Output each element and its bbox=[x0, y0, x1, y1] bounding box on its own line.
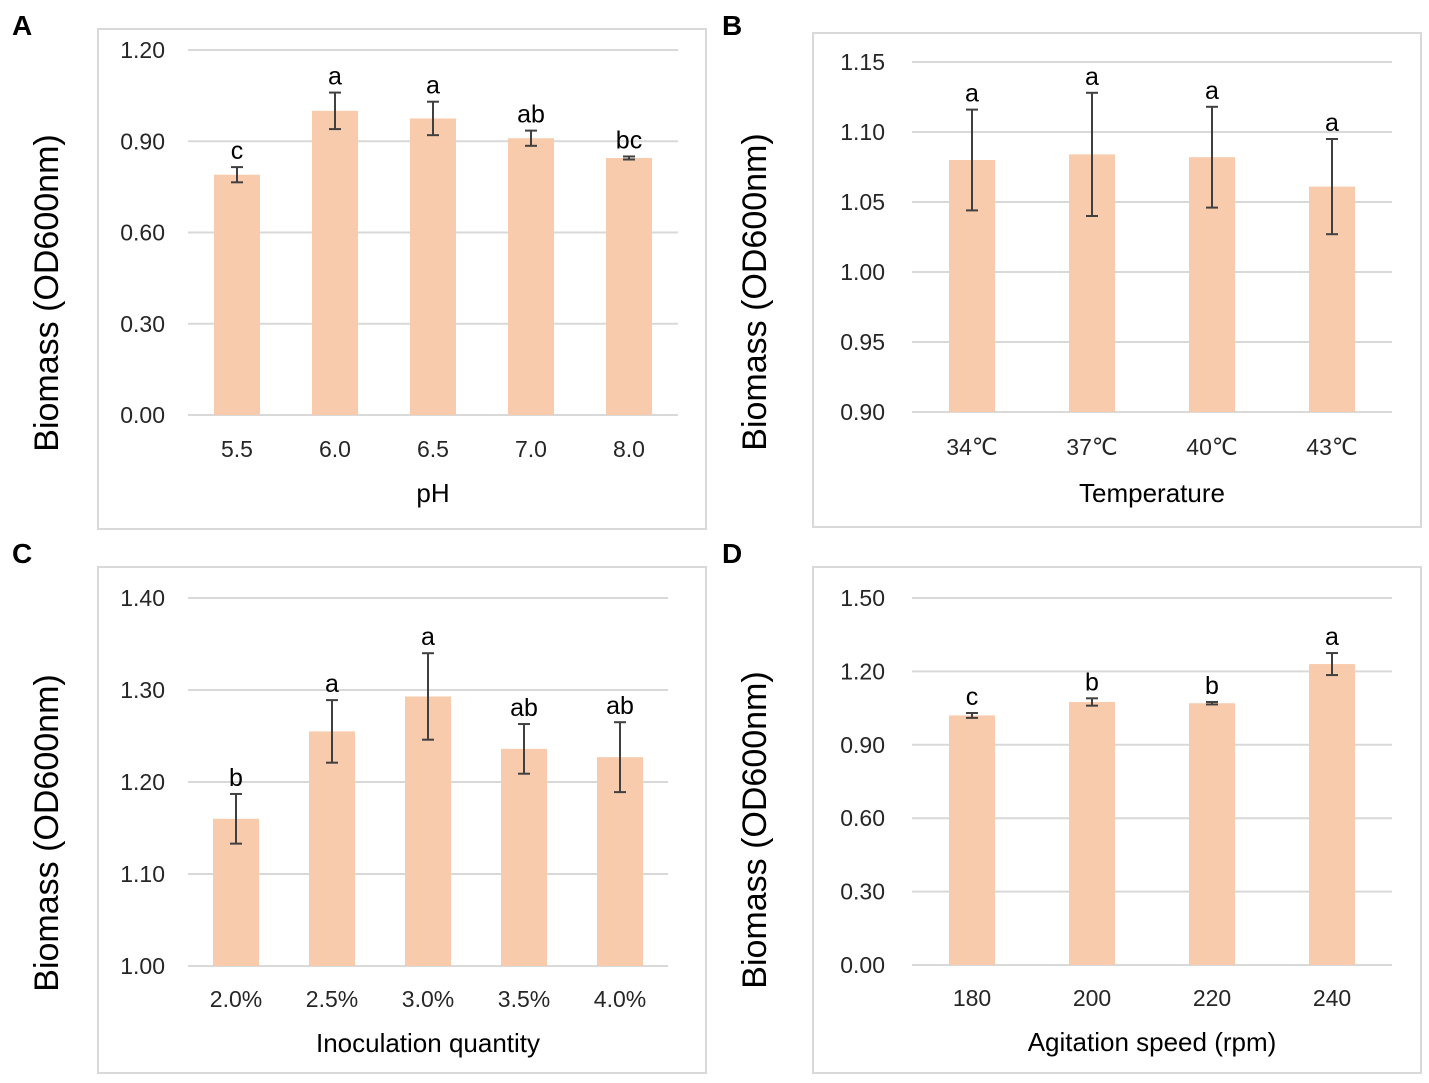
panel-frame-a bbox=[97, 28, 707, 530]
panel-c-xtick-label: 3.0% bbox=[402, 986, 454, 1012]
panel-b-ytick-label: 0.95 bbox=[840, 329, 885, 355]
panel-c-xtick-label: 2.5% bbox=[306, 986, 358, 1012]
panel-c-ytick-label: 1.40 bbox=[120, 585, 165, 611]
panel-d-xtick-label: 200 bbox=[1073, 985, 1111, 1011]
panel-c-bar bbox=[405, 696, 451, 966]
panel-c-xtick-label: 2.0% bbox=[210, 986, 262, 1012]
panel-a-ytick-label: 0.60 bbox=[120, 220, 165, 246]
panel-c-bar bbox=[309, 731, 355, 966]
panel-a-xtick-label: 7.0 bbox=[515, 436, 547, 462]
panel-c-significance-label: ab bbox=[510, 694, 538, 722]
panel-a-significance-label: ab bbox=[517, 101, 545, 129]
panel-b-x-axis-title: Temperature bbox=[1079, 478, 1225, 508]
panel-d-x-axis-title: Agitation speed (rpm) bbox=[1028, 1027, 1277, 1057]
panel-c-xtick-label: 3.5% bbox=[498, 986, 550, 1012]
panel-letter-d: D bbox=[722, 538, 743, 569]
panel-d-bar bbox=[1189, 703, 1235, 965]
panel-c-significance-label: a bbox=[325, 670, 339, 698]
panel-a-bar bbox=[410, 118, 456, 415]
panel-d-y-axis-title: Biomass (OD600nm) bbox=[736, 671, 774, 988]
panel-d-ytick-label: 1.50 bbox=[840, 585, 885, 611]
panel-d-significance-label: a bbox=[1325, 623, 1339, 651]
panel-d-ytick-label: 0.90 bbox=[840, 732, 885, 758]
panel-a-significance-label: a bbox=[328, 63, 342, 91]
panel-b-significance-label: a bbox=[965, 80, 979, 108]
panel-a-ytick-label: 0.30 bbox=[120, 311, 165, 337]
panel-b-ytick-label: 0.90 bbox=[840, 399, 885, 425]
panel-d-ytick-label: 0.60 bbox=[840, 805, 885, 831]
panel-d-bar bbox=[1309, 664, 1355, 965]
panel-b-y-axis-title: Biomass (OD600nm) bbox=[736, 133, 774, 450]
panel-b-ytick-label: 1.15 bbox=[840, 49, 885, 75]
panel-frame-d bbox=[812, 566, 1422, 1074]
panel-d-ytick-label: 1.20 bbox=[840, 658, 885, 684]
panel-a-y-axis-title: Biomass (OD600nm) bbox=[28, 134, 66, 451]
panel-c-ytick-label: 1.00 bbox=[120, 953, 165, 979]
panel-c-significance-label: ab bbox=[606, 692, 634, 720]
panel-d-xtick-label: 180 bbox=[953, 985, 991, 1011]
panel-a-x-axis-title: pH bbox=[416, 478, 449, 508]
panel-c-x-axis-title: Inoculation quantity bbox=[316, 1028, 540, 1058]
panel-a-bar bbox=[214, 174, 260, 415]
panel-d-xtick-label: 240 bbox=[1313, 985, 1351, 1011]
panel-b-significance-label: a bbox=[1205, 77, 1219, 105]
panel-b-ytick-label: 1.05 bbox=[840, 189, 885, 215]
panel-b-xtick-label: 43℃ bbox=[1306, 434, 1357, 460]
panel-b-significance-label: a bbox=[1085, 63, 1099, 91]
panel-c-y-axis-title: Biomass (OD600nm) bbox=[28, 674, 66, 991]
panel-a-significance-label: c bbox=[231, 137, 244, 165]
panel-c-ytick-label: 1.10 bbox=[120, 861, 165, 887]
panel-b-xtick-label: 40℃ bbox=[1186, 434, 1237, 460]
panel-a-bar bbox=[312, 110, 358, 415]
panel-a-xtick-label: 8.0 bbox=[613, 436, 645, 462]
panel-d-ytick-label: 0.30 bbox=[840, 879, 885, 905]
panel-a-significance-label: a bbox=[426, 72, 440, 100]
panel-d-significance-label: b bbox=[1205, 672, 1219, 700]
panel-c-ytick-label: 1.20 bbox=[120, 769, 165, 795]
panel-a-ytick-label: 0.00 bbox=[120, 402, 165, 428]
panel-a-bar bbox=[606, 157, 652, 415]
panel-letter-a: A bbox=[12, 10, 33, 41]
panel-a-xtick-label: 6.5 bbox=[417, 436, 449, 462]
panel-a-ytick-label: 0.90 bbox=[120, 128, 165, 154]
panel-b-ytick-label: 1.10 bbox=[840, 119, 885, 145]
panel-c-ytick-label: 1.30 bbox=[120, 677, 165, 703]
panel-b-xtick-label: 37℃ bbox=[1066, 434, 1117, 460]
panel-a-significance-label: bc bbox=[616, 126, 642, 154]
panel-c-significance-label: a bbox=[421, 623, 435, 651]
panel-a-ytick-label: 1.20 bbox=[120, 37, 165, 63]
panel-a-xtick-label: 6.0 bbox=[319, 436, 351, 462]
panel-d-bar bbox=[949, 715, 995, 965]
panel-letter-c: C bbox=[12, 538, 33, 569]
panel-b-xtick-label: 34℃ bbox=[946, 434, 997, 460]
panel-d-ytick-label: 0.00 bbox=[840, 952, 885, 978]
panel-d-significance-label: c bbox=[966, 683, 979, 711]
panel-c-significance-label: b bbox=[229, 764, 243, 792]
panel-d-bar bbox=[1069, 701, 1115, 965]
panel-a-bar bbox=[508, 138, 554, 416]
panel-letter-b: B bbox=[722, 10, 743, 41]
panel-b-significance-label: a bbox=[1325, 109, 1339, 137]
panel-c-bar bbox=[501, 748, 547, 966]
panel-d-xtick-label: 220 bbox=[1193, 985, 1231, 1011]
panel-d-significance-label: b bbox=[1085, 668, 1099, 696]
panel-c-xtick-label: 4.0% bbox=[594, 986, 646, 1012]
panel-b-ytick-label: 1.00 bbox=[840, 259, 885, 285]
panel-a-xtick-label: 5.5 bbox=[221, 436, 253, 462]
